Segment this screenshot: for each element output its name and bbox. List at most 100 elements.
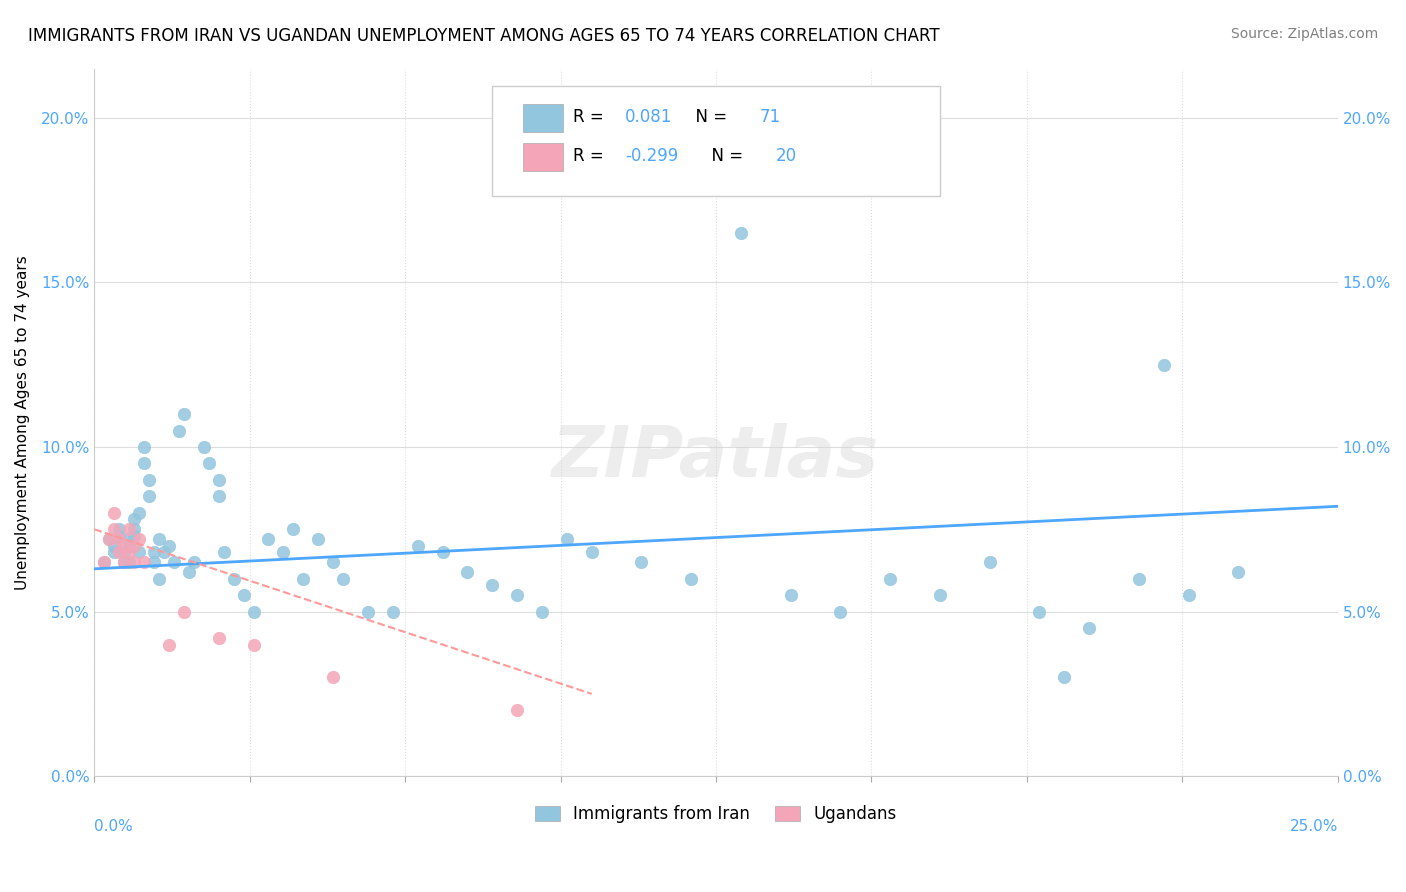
Y-axis label: Unemployment Among Ages 65 to 74 years: Unemployment Among Ages 65 to 74 years	[15, 255, 30, 590]
Point	[530, 605, 553, 619]
Point	[122, 539, 145, 553]
Text: 20: 20	[776, 146, 797, 164]
Point	[108, 529, 131, 543]
Point	[112, 555, 135, 569]
Point	[118, 555, 141, 569]
Point	[148, 532, 170, 546]
Point	[830, 605, 852, 619]
Point	[132, 440, 155, 454]
Point	[148, 572, 170, 586]
Point	[122, 529, 145, 543]
Point	[118, 522, 141, 536]
Point	[322, 670, 344, 684]
Point	[197, 457, 219, 471]
Point	[173, 605, 195, 619]
Point	[681, 572, 703, 586]
Text: 0.0%: 0.0%	[94, 819, 134, 834]
Point	[208, 473, 231, 487]
Point	[103, 539, 125, 553]
Point	[118, 532, 141, 546]
Point	[406, 539, 429, 553]
Point	[108, 545, 131, 559]
Point	[108, 522, 131, 536]
Point	[283, 522, 305, 536]
Point	[1177, 588, 1199, 602]
Point	[506, 588, 529, 602]
Point	[307, 532, 329, 546]
Point	[381, 605, 404, 619]
Point	[93, 555, 115, 569]
Point	[779, 588, 801, 602]
Point	[93, 555, 115, 569]
Point	[128, 506, 150, 520]
Point	[108, 532, 131, 546]
Point	[112, 545, 135, 559]
Text: ZIPatlas: ZIPatlas	[553, 423, 880, 492]
Point	[183, 555, 205, 569]
Text: 71: 71	[759, 108, 780, 126]
Point	[98, 532, 121, 546]
Point	[1128, 572, 1150, 586]
Point	[122, 555, 145, 569]
Point	[112, 539, 135, 553]
Point	[173, 407, 195, 421]
Point	[122, 522, 145, 536]
Point	[167, 424, 190, 438]
Point	[357, 605, 380, 619]
Point	[432, 545, 454, 559]
Point	[143, 545, 166, 559]
Point	[481, 578, 503, 592]
Text: N =: N =	[702, 146, 748, 164]
Point	[103, 506, 125, 520]
Text: R =: R =	[574, 146, 609, 164]
Point	[630, 555, 652, 569]
Text: 0.081: 0.081	[626, 108, 672, 126]
Point	[232, 588, 254, 602]
Text: N =: N =	[685, 108, 733, 126]
Point	[98, 532, 121, 546]
Point	[153, 545, 176, 559]
Point	[138, 473, 160, 487]
Point	[222, 572, 245, 586]
Point	[128, 545, 150, 559]
Point	[208, 631, 231, 645]
Point	[555, 532, 578, 546]
Point	[157, 539, 180, 553]
Point	[103, 545, 125, 559]
Point	[879, 572, 901, 586]
Point	[103, 522, 125, 536]
Point	[1053, 670, 1076, 684]
Point	[193, 440, 215, 454]
FancyBboxPatch shape	[523, 103, 564, 132]
Point	[730, 226, 752, 240]
Point	[132, 457, 155, 471]
Point	[118, 545, 141, 559]
Text: IMMIGRANTS FROM IRAN VS UGANDAN UNEMPLOYMENT AMONG AGES 65 TO 74 YEARS CORRELATI: IMMIGRANTS FROM IRAN VS UGANDAN UNEMPLOY…	[28, 27, 939, 45]
Text: R =: R =	[574, 108, 609, 126]
Point	[163, 555, 186, 569]
Point	[332, 572, 354, 586]
Legend: Immigrants from Iran, Ugandans: Immigrants from Iran, Ugandans	[527, 797, 905, 831]
Text: -0.299: -0.299	[626, 146, 679, 164]
Text: 25.0%: 25.0%	[1289, 819, 1337, 834]
Point	[177, 565, 200, 579]
Point	[456, 565, 478, 579]
Point	[138, 490, 160, 504]
Point	[208, 490, 231, 504]
Point	[132, 555, 155, 569]
Point	[581, 545, 603, 559]
Point	[292, 572, 315, 586]
Point	[506, 703, 529, 717]
Point	[242, 638, 264, 652]
Point	[157, 638, 180, 652]
FancyBboxPatch shape	[492, 87, 939, 196]
Point	[1028, 605, 1050, 619]
Point	[979, 555, 1001, 569]
Point	[273, 545, 295, 559]
Point	[242, 605, 264, 619]
Point	[212, 545, 235, 559]
Point	[1227, 565, 1250, 579]
FancyBboxPatch shape	[523, 143, 564, 171]
Point	[322, 555, 344, 569]
Point	[128, 532, 150, 546]
